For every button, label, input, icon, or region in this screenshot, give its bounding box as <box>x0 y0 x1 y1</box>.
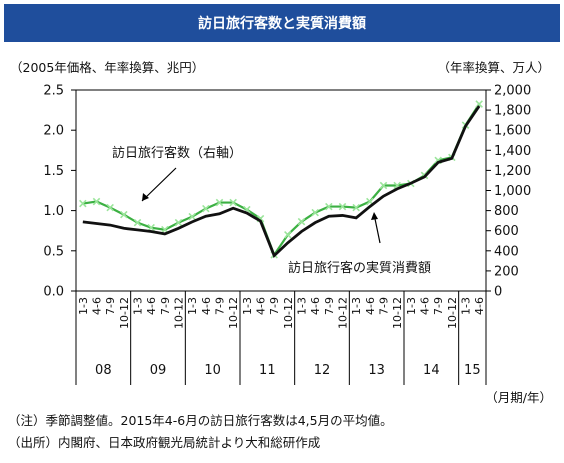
left-tick-label: 0.5 <box>43 244 64 259</box>
right-tick-label: 600 <box>494 224 519 239</box>
x-tick-label: 10-12 <box>337 297 350 329</box>
visitors-marker <box>120 210 128 219</box>
chart-title: 訪日旅行客数と実質消費額 <box>4 4 560 42</box>
right-tick-label: 200 <box>494 264 519 279</box>
visitors-marker <box>311 208 319 217</box>
x-tick-label: 1-3 <box>460 297 473 315</box>
arrowhead-consumption <box>371 212 378 220</box>
annotation-consumption: 訪日旅行客の実質消費額 <box>288 260 431 276</box>
right-axis-unit: （年率換算、万人） <box>437 60 550 75</box>
right-tick-label: 1,800 <box>494 104 531 119</box>
x-tick-label: 4-6 <box>91 297 104 315</box>
x-tick-label: 4-6 <box>473 297 486 315</box>
left-axis-unit: （2005年価格、年率換算、兆円） <box>10 60 204 75</box>
visitors-marker <box>284 230 292 239</box>
right-tick-label: 1,000 <box>494 184 531 199</box>
x-tick-label: 1-3 <box>77 297 90 315</box>
x-tick-label: 7-9 <box>323 297 336 315</box>
x-tick-label: 10-12 <box>446 297 459 329</box>
x-tick-label: 7-9 <box>214 297 227 315</box>
annotation-visitors: 訪日旅行客数（右軸） <box>112 145 242 161</box>
x-tick-label: 4-6 <box>419 297 432 315</box>
visitors-marker <box>174 218 183 227</box>
x-tick-label: 10-12 <box>391 297 404 329</box>
year-label: 10 <box>204 363 221 378</box>
visitors-marker <box>188 212 196 221</box>
visitors-marker <box>325 202 333 211</box>
x-tick-label: 7-9 <box>268 297 281 315</box>
visitors-marker <box>106 203 114 212</box>
right-tick-label: 0 <box>494 285 502 300</box>
x-tick-label: 4-6 <box>309 297 322 315</box>
visitors-marker <box>215 198 224 207</box>
year-label: 14 <box>423 363 440 378</box>
left-tick-label: 2.5 <box>43 84 64 99</box>
visitors-marker <box>202 204 210 213</box>
x-axis-unit: （月期/年） <box>485 390 552 405</box>
x-tick-label: 1-3 <box>296 297 309 315</box>
left-tick-label: 1.0 <box>43 204 64 219</box>
consumption-line <box>82 105 481 259</box>
left-tick-label: 1.5 <box>43 164 64 179</box>
x-tick-label: 4-6 <box>255 297 268 315</box>
right-tick-label: 800 <box>494 204 519 219</box>
arrowhead-visitors <box>142 193 149 201</box>
footnote: （注）季節調整値。2015年4-6月の訪日旅行客数は4,5月の平均値。 <box>8 413 393 428</box>
x-tick-label: 4-6 <box>145 297 158 315</box>
year-label: 13 <box>368 363 385 378</box>
x-tick-label: 4-6 <box>200 297 213 315</box>
x-tick-label: 7-9 <box>378 297 391 315</box>
x-tick-label: 1-3 <box>132 297 145 315</box>
visitors-marker <box>229 198 237 207</box>
visitors-marker <box>338 202 347 211</box>
x-tick-label: 10-12 <box>173 297 186 329</box>
x-tick-label: 10-12 <box>227 297 240 329</box>
x-tick-label: 7-9 <box>159 297 172 315</box>
x-tick-label: 1-3 <box>241 297 254 315</box>
right-tick-label: 1,200 <box>494 164 531 179</box>
right-tick-label: 2,000 <box>494 84 531 99</box>
visitors-marker <box>147 223 155 232</box>
x-tick-label: 10-12 <box>118 297 131 329</box>
year-label: 11 <box>259 363 276 378</box>
year-label: 15 <box>464 363 481 378</box>
visitors-marker <box>475 100 483 108</box>
year-label: 12 <box>314 363 331 378</box>
year-label: 08 <box>95 363 112 378</box>
left-tick-label: 2.0 <box>43 124 64 139</box>
visitors-marker <box>79 199 87 208</box>
left-tick-label: 0.0 <box>43 285 64 300</box>
annotation-arrow-visitors <box>141 167 177 202</box>
x-tick-label: 10-12 <box>282 297 295 329</box>
right-tick-label: 1,600 <box>494 124 531 139</box>
year-label: 09 <box>150 363 167 378</box>
visitors-marker <box>352 203 360 212</box>
right-tick-label: 1,400 <box>494 144 531 159</box>
x-tick-label: 7-9 <box>432 297 445 315</box>
visitors-marker <box>297 217 306 226</box>
x-tick-label: 4-6 <box>364 297 377 315</box>
visitors-marker <box>133 218 142 227</box>
x-tick-label: 1-3 <box>350 297 363 315</box>
source-note: （出所）内閣府、日本政府観光局統計より大和総研作成 <box>8 435 321 450</box>
visitors-marker <box>379 181 388 190</box>
right-tick-label: 400 <box>494 244 519 259</box>
x-tick-label: 7-9 <box>104 297 117 315</box>
x-tick-label: 1-3 <box>405 297 418 315</box>
visitors-marker <box>92 197 101 206</box>
x-tick-label: 1-3 <box>186 297 199 315</box>
